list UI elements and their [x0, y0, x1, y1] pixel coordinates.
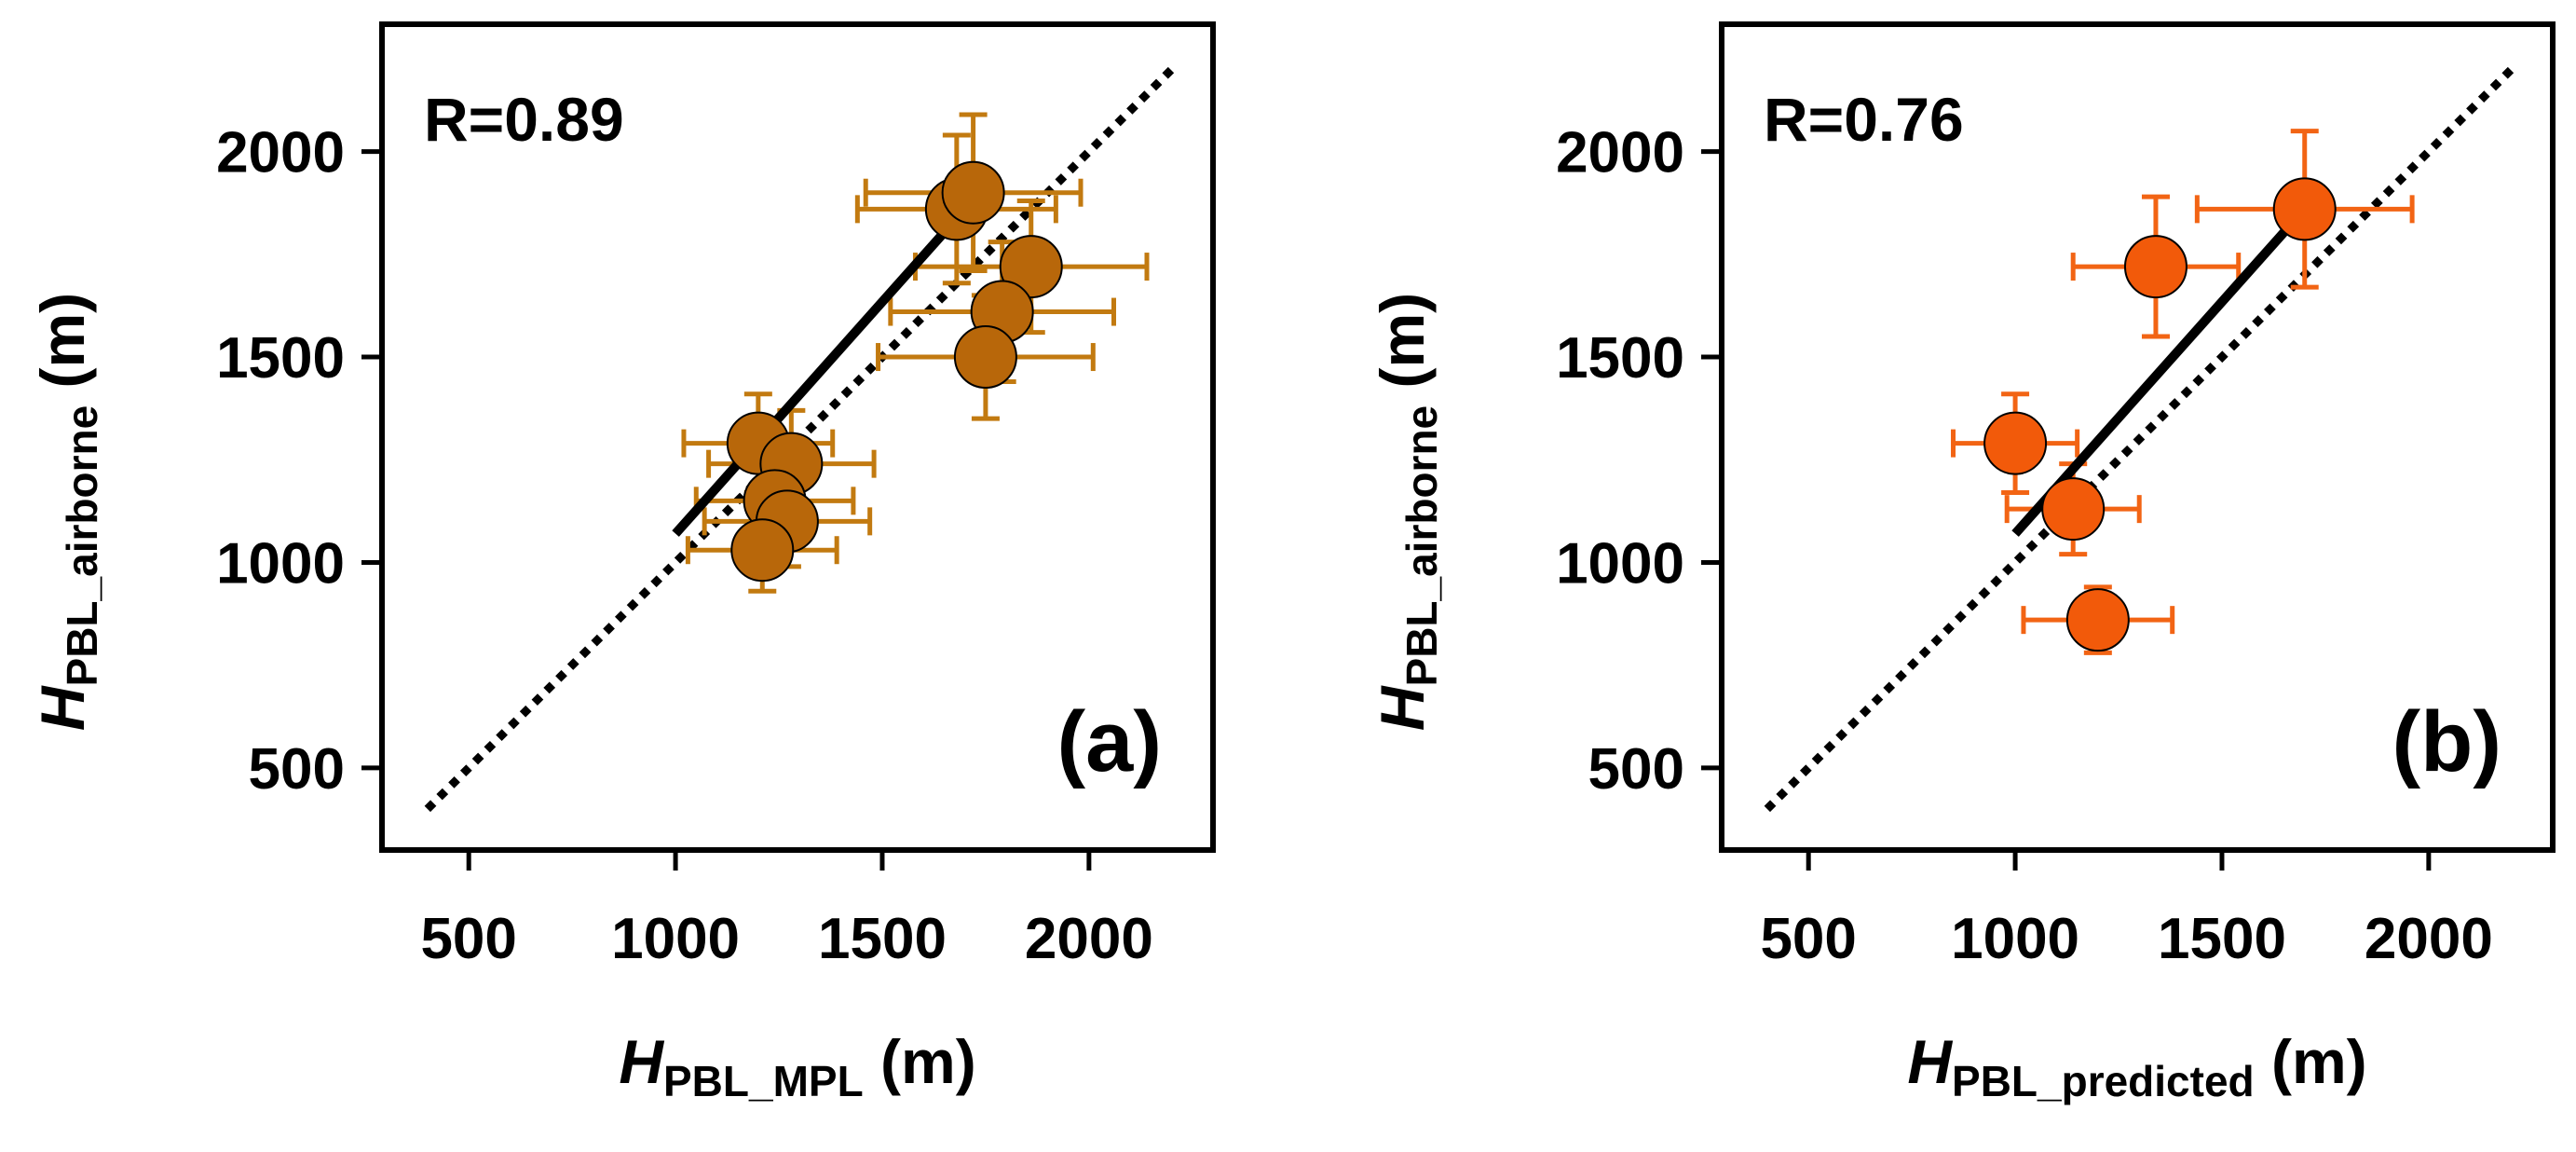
- x-axis-title-symbol: H: [1907, 1027, 1953, 1096]
- x-axis-title: HPBL_MPL (m): [619, 1027, 975, 1105]
- data-point: [2272, 177, 2337, 241]
- x-axis-title-unit: (m): [864, 1027, 976, 1096]
- data-point: [953, 325, 1017, 390]
- x-axis-title-subscript: PBL_predicted: [1952, 1057, 2255, 1105]
- y-axis-title: HPBL_airborne (m): [1368, 293, 1446, 731]
- y-axis-title-symbol: H: [1368, 685, 1437, 731]
- correlation-annotation: R=0.89: [424, 85, 624, 154]
- y-tick-label: 1500: [1556, 326, 1684, 391]
- plot-area-b: [1764, 66, 2515, 813]
- y-tick-label: 2000: [1556, 121, 1684, 185]
- x-tick-label: 2000: [1025, 907, 1153, 971]
- x-axis-title: HPBL_predicted (m): [1907, 1027, 2366, 1105]
- x-tick-label: 1500: [2158, 907, 2286, 971]
- x-tick-label: 500: [1760, 907, 1856, 971]
- fit-line: [672, 206, 969, 537]
- y-tick-label: 2000: [216, 121, 345, 185]
- plot-area-a: [424, 66, 1175, 813]
- data-point: [2065, 588, 2130, 652]
- x-tick-label: 1500: [818, 907, 947, 971]
- data-point: [1983, 411, 2048, 475]
- x-axis-title-unit: (m): [2255, 1027, 2367, 1096]
- panel-label: (b): [2392, 694, 2501, 789]
- x-tick-label: 1000: [1951, 907, 2079, 971]
- data-point: [730, 518, 795, 583]
- data-point: [2041, 477, 2106, 542]
- y-tick-label: 500: [249, 737, 345, 802]
- y-axis-title-subscript: PBL_airborne: [1397, 405, 1446, 687]
- data-point: [999, 235, 1063, 299]
- data-point: [2123, 235, 2188, 299]
- data-point: [941, 160, 1005, 225]
- y-tick-label: 1000: [216, 531, 345, 596]
- y-axis-title: HPBL_airborne (m): [28, 293, 106, 731]
- y-axis-title-unit: (m): [28, 293, 97, 405]
- x-axis-title-subscript: PBL_MPL: [663, 1057, 864, 1105]
- y-tick-label: 500: [1588, 737, 1684, 802]
- error-bar: [863, 112, 1084, 273]
- y-tick-label: 1500: [216, 326, 345, 391]
- one-to-one-line: [1764, 66, 2515, 813]
- x-tick-label: 1000: [611, 907, 740, 971]
- panel-label: (a): [1057, 694, 1162, 789]
- y-axis-title-symbol: H: [28, 685, 97, 731]
- x-axis-title-symbol: H: [619, 1027, 664, 1096]
- x-tick-label: 500: [420, 907, 516, 971]
- correlation-annotation: R=0.76: [1764, 85, 1964, 154]
- plot-frame: [1719, 21, 2556, 853]
- y-tick-label: 1000: [1556, 531, 1684, 596]
- y-axis-title-subscript: PBL_airborne: [58, 405, 106, 687]
- panel-b: 500 1000 1500 2000500100015002000HPBL_predi…: [1368, 21, 2556, 1105]
- plot-frame: [379, 21, 1216, 853]
- x-tick-label: 2000: [2365, 907, 2493, 971]
- y-axis-title-unit: (m): [1368, 293, 1437, 405]
